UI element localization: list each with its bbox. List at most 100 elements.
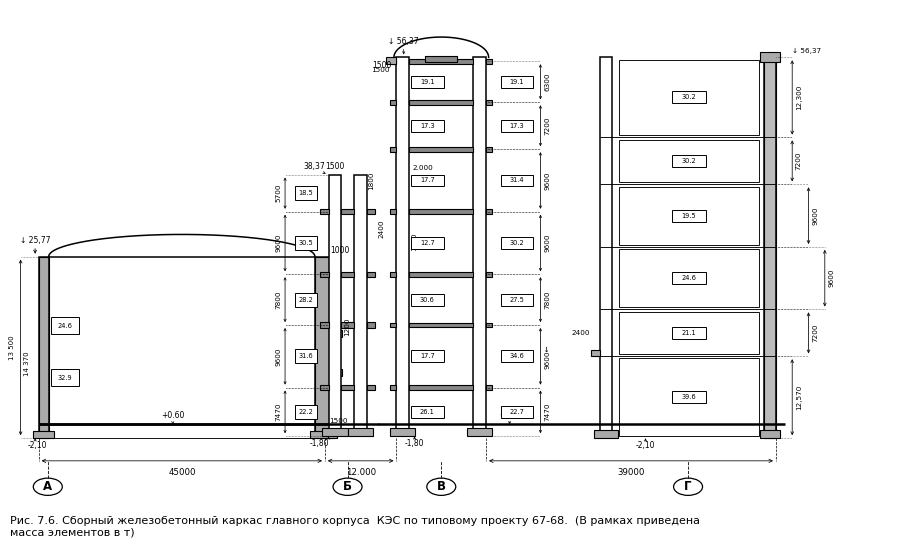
Bar — [486, 100, 493, 105]
Text: 1500: 1500 — [329, 418, 348, 424]
Bar — [390, 428, 415, 436]
Bar — [333, 330, 342, 337]
Bar — [486, 323, 493, 327]
Bar — [315, 257, 333, 438]
Bar — [473, 57, 486, 436]
Bar — [409, 147, 473, 152]
Text: 2400: 2400 — [571, 330, 590, 336]
Text: 5700: 5700 — [276, 184, 281, 202]
Text: В: В — [437, 480, 445, 493]
Text: 31.4: 31.4 — [510, 177, 524, 183]
Text: 17.7: 17.7 — [420, 177, 434, 183]
Bar — [672, 327, 707, 339]
Bar — [759, 430, 780, 438]
Bar — [501, 175, 533, 187]
Text: -1,80: -1,80 — [405, 440, 424, 448]
Bar — [619, 358, 758, 436]
Bar — [672, 391, 707, 403]
Text: 17.7: 17.7 — [420, 353, 434, 359]
Bar — [322, 428, 347, 436]
Text: 19.1: 19.1 — [510, 79, 524, 85]
Bar — [295, 293, 317, 307]
Text: 9600: 9600 — [812, 206, 818, 225]
Text: -2,10: -2,10 — [636, 441, 655, 450]
Bar — [501, 120, 533, 132]
Bar — [411, 237, 444, 249]
Bar — [672, 209, 707, 221]
Bar — [409, 59, 473, 64]
Text: 31.6: 31.6 — [298, 353, 313, 359]
Text: 39000: 39000 — [618, 468, 645, 477]
Bar — [409, 385, 473, 390]
Bar — [759, 52, 780, 61]
Text: 30.5: 30.5 — [298, 240, 313, 246]
Bar — [333, 369, 342, 376]
Bar — [486, 147, 493, 152]
Bar — [409, 100, 473, 105]
Bar — [501, 76, 533, 88]
Text: 12.000: 12.000 — [346, 468, 375, 477]
Text: 24.6: 24.6 — [57, 323, 73, 329]
Text: ↓ 56,37: ↓ 56,37 — [792, 48, 822, 54]
Bar — [295, 349, 317, 363]
Text: 9600: 9600 — [276, 234, 281, 252]
Bar — [619, 140, 758, 182]
Text: 21.1: 21.1 — [682, 330, 697, 336]
Text: +0.60: +0.60 — [161, 411, 184, 420]
Bar — [341, 385, 354, 390]
Bar — [39, 257, 49, 438]
Bar — [411, 175, 444, 187]
Text: ↓ 56,37: ↓ 56,37 — [388, 36, 419, 46]
Bar — [486, 209, 493, 214]
Bar — [390, 100, 396, 105]
Bar — [409, 209, 473, 214]
Bar — [486, 272, 493, 277]
Bar — [411, 350, 444, 362]
Text: А: А — [44, 480, 53, 493]
Text: 39.6: 39.6 — [682, 394, 697, 400]
Bar — [390, 323, 396, 327]
Text: 22.2: 22.2 — [298, 409, 313, 415]
Text: 12,570: 12,570 — [795, 385, 802, 410]
Bar — [328, 175, 341, 436]
Bar — [341, 209, 354, 214]
Bar — [619, 59, 758, 135]
Text: 9600: 9600 — [276, 347, 281, 366]
Text: 24.6: 24.6 — [681, 275, 697, 281]
Bar — [764, 57, 775, 438]
Text: 1000: 1000 — [330, 245, 350, 255]
Text: 9600←: 9600← — [544, 344, 550, 369]
Bar — [390, 385, 396, 390]
Bar — [501, 294, 533, 306]
Bar — [390, 147, 396, 152]
Text: 28.2: 28.2 — [298, 296, 313, 302]
Bar — [672, 155, 707, 167]
Bar — [396, 57, 409, 436]
Bar — [411, 406, 444, 418]
Bar — [672, 272, 707, 284]
Text: -2,10: -2,10 — [27, 441, 46, 450]
Text: 38,37: 38,37 — [303, 162, 325, 171]
Text: 6300: 6300 — [544, 72, 550, 91]
Bar — [501, 350, 533, 362]
Text: 7200: 7200 — [544, 116, 550, 135]
Bar — [764, 57, 775, 438]
Text: 14 370: 14 370 — [24, 351, 30, 376]
Text: ↑0.00: ↑0.00 — [498, 412, 522, 421]
Text: 45000: 45000 — [168, 468, 196, 477]
Bar — [341, 271, 354, 277]
Bar — [425, 56, 457, 61]
Bar — [411, 76, 444, 88]
Bar — [354, 175, 366, 436]
Text: 30.6: 30.6 — [420, 296, 434, 302]
Text: 17.3: 17.3 — [510, 123, 524, 129]
Bar — [295, 236, 317, 250]
Bar — [347, 428, 373, 436]
Text: 2.000: 2.000 — [413, 165, 434, 171]
Bar — [39, 257, 49, 438]
Bar — [366, 323, 375, 327]
Bar — [619, 187, 758, 245]
Bar — [425, 56, 457, 61]
Text: 1200: 1200 — [411, 233, 417, 251]
Bar — [594, 430, 619, 438]
